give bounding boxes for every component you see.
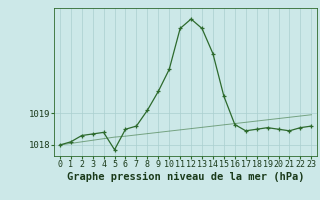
- X-axis label: Graphe pression niveau de la mer (hPa): Graphe pression niveau de la mer (hPa): [67, 172, 304, 182]
